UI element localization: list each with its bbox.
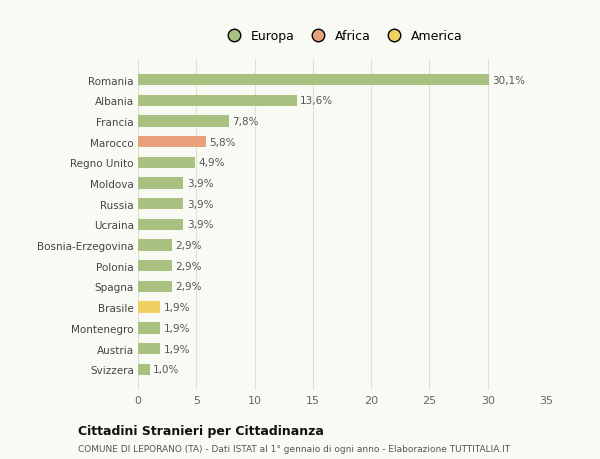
Text: 7,8%: 7,8% — [232, 117, 259, 127]
Text: 4,9%: 4,9% — [199, 158, 225, 168]
Bar — [138, 323, 160, 334]
Bar — [138, 137, 206, 148]
Legend: Europa, Africa, America: Europa, Africa, America — [218, 26, 467, 47]
Bar — [138, 178, 184, 189]
Bar — [138, 199, 184, 210]
Bar — [138, 302, 160, 313]
Text: 1,9%: 1,9% — [164, 302, 190, 313]
Text: 3,9%: 3,9% — [187, 199, 214, 209]
Text: 3,9%: 3,9% — [187, 179, 214, 189]
Bar — [138, 75, 489, 86]
Bar — [138, 116, 229, 127]
Bar — [138, 240, 172, 251]
Text: 1,0%: 1,0% — [153, 364, 179, 375]
Text: 13,6%: 13,6% — [300, 96, 333, 106]
Bar — [138, 157, 195, 168]
Bar — [138, 364, 149, 375]
Text: 2,9%: 2,9% — [175, 261, 202, 271]
Text: Cittadini Stranieri per Cittadinanza: Cittadini Stranieri per Cittadinanza — [78, 424, 324, 437]
Text: COMUNE DI LEPORANO (TA) - Dati ISTAT al 1° gennaio di ogni anno - Elaborazione T: COMUNE DI LEPORANO (TA) - Dati ISTAT al … — [78, 444, 510, 453]
Bar — [138, 343, 160, 354]
Text: 3,9%: 3,9% — [187, 220, 214, 230]
Bar — [138, 261, 172, 272]
Text: 1,9%: 1,9% — [164, 323, 190, 333]
Text: 2,9%: 2,9% — [175, 241, 202, 251]
Text: 2,9%: 2,9% — [175, 282, 202, 292]
Text: 5,8%: 5,8% — [209, 137, 236, 147]
Bar — [138, 95, 296, 106]
Text: 30,1%: 30,1% — [493, 75, 526, 85]
Bar — [138, 281, 172, 292]
Text: 1,9%: 1,9% — [164, 344, 190, 354]
Bar — [138, 219, 184, 230]
